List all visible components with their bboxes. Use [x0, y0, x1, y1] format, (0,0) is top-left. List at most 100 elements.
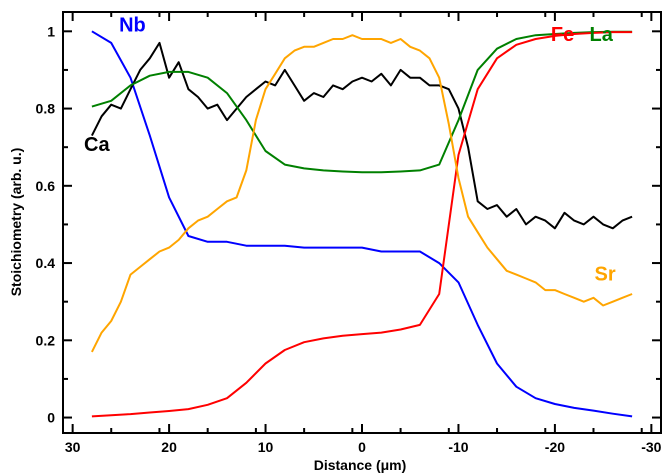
data-point-sr [361, 38, 363, 40]
data-point-fe [284, 349, 286, 351]
data-point-ca [149, 57, 151, 59]
data-point-la [168, 71, 170, 73]
data-point-fe [534, 38, 536, 40]
data-point-sr [245, 169, 247, 171]
data-point-fe [168, 410, 170, 412]
data-point-sr [419, 49, 421, 51]
data-point-sr [506, 270, 508, 272]
data-point-sr [351, 34, 353, 36]
data-point-sr [158, 250, 160, 252]
series-label-ca: Ca [84, 134, 110, 156]
data-point-sr [486, 246, 488, 248]
data-point-ca [467, 146, 469, 148]
data-point-sr [178, 239, 180, 241]
data-point-nb [380, 250, 382, 252]
data-point-sr [313, 46, 315, 48]
series-line-sr [91, 34, 633, 353]
data-point-sr [438, 77, 440, 79]
data-point-la [496, 48, 498, 50]
data-point-sr [255, 119, 257, 121]
series-line-fe [91, 31, 633, 418]
data-point-ca [621, 219, 623, 221]
series-line-nb [91, 30, 633, 418]
data-point-sr [264, 88, 266, 90]
data-point-nb [342, 246, 344, 248]
data-point-la [245, 119, 247, 121]
data-point-ca [158, 42, 160, 44]
data-point-la [91, 105, 93, 107]
data-point-ca [332, 84, 334, 86]
data-point-ca [274, 84, 276, 86]
data-point-fe [245, 382, 247, 384]
data-point-la [477, 69, 479, 71]
data-point-fe [207, 404, 209, 406]
series-line-ca [91, 41, 633, 230]
data-point-sr [110, 320, 112, 322]
series-layer [91, 30, 633, 418]
data-point-la [342, 170, 344, 172]
y-axis-ticks: 0 0.2 0.4 0.6 0.8 1 [36, 23, 661, 426]
data-point-fe [187, 408, 189, 410]
data-point-nb [438, 262, 440, 264]
data-point-ca [351, 80, 353, 82]
data-point-sr [168, 246, 170, 248]
data-point-ca [409, 77, 411, 79]
data-point-la [438, 163, 440, 165]
data-point-ca [303, 100, 305, 102]
data-point-nb [168, 196, 170, 198]
data-point-fe [110, 414, 112, 416]
data-point-nb [573, 407, 575, 409]
data-point-fe [631, 31, 633, 33]
data-point-sr [515, 273, 517, 275]
data-point-nb [284, 245, 286, 247]
data-point-nb [149, 134, 151, 136]
data-point-sr [207, 216, 209, 218]
data-point-ca [216, 104, 218, 106]
data-point-la [380, 171, 382, 173]
data-point-sr [370, 38, 372, 40]
data-point-ca [245, 96, 247, 98]
data-point-la [226, 92, 228, 94]
y-tick-label: 0.4 [36, 255, 56, 271]
data-point-ca [525, 223, 527, 225]
data-point-ca [255, 88, 257, 90]
data-point-nb [554, 403, 556, 405]
data-point-nb [226, 241, 228, 243]
data-point-nb [245, 245, 247, 247]
data-point-la [322, 169, 324, 171]
data-point-ca [370, 80, 372, 82]
data-point-ca [226, 119, 228, 121]
data-point-ca [197, 96, 199, 98]
data-point-la [264, 150, 266, 152]
x-axis-title: Distance (μm) [314, 457, 407, 473]
y-tick-label: 0 [47, 410, 55, 426]
data-point-la [149, 75, 151, 77]
data-point-ca [602, 223, 604, 225]
data-point-nb [631, 415, 633, 417]
x-tick-label: -30 [641, 439, 661, 455]
data-point-la [361, 171, 363, 173]
data-point-ca [563, 212, 565, 214]
data-point-sr [390, 42, 392, 44]
data-point-ca [477, 200, 479, 202]
x-tick-label: 0 [358, 439, 366, 455]
data-point-sr [534, 281, 536, 283]
data-point-sr [129, 273, 131, 275]
x-tick-label: -20 [545, 439, 565, 455]
data-point-sr [342, 38, 344, 40]
data-point-ca [264, 80, 266, 82]
y-tick-label: 1 [47, 23, 55, 39]
data-point-ca [168, 77, 170, 79]
data-point-sr [621, 297, 623, 299]
data-point-nb [207, 241, 209, 243]
data-point-fe [91, 415, 93, 417]
x-tick-label: 30 [65, 439, 81, 455]
data-point-la [303, 167, 305, 169]
data-point-sr [284, 57, 286, 59]
data-point-sr [457, 177, 459, 179]
data-point-fe [342, 335, 344, 337]
data-point-sr [303, 46, 305, 48]
data-point-sr [467, 216, 469, 218]
series-label-sr: Sr [595, 263, 616, 285]
